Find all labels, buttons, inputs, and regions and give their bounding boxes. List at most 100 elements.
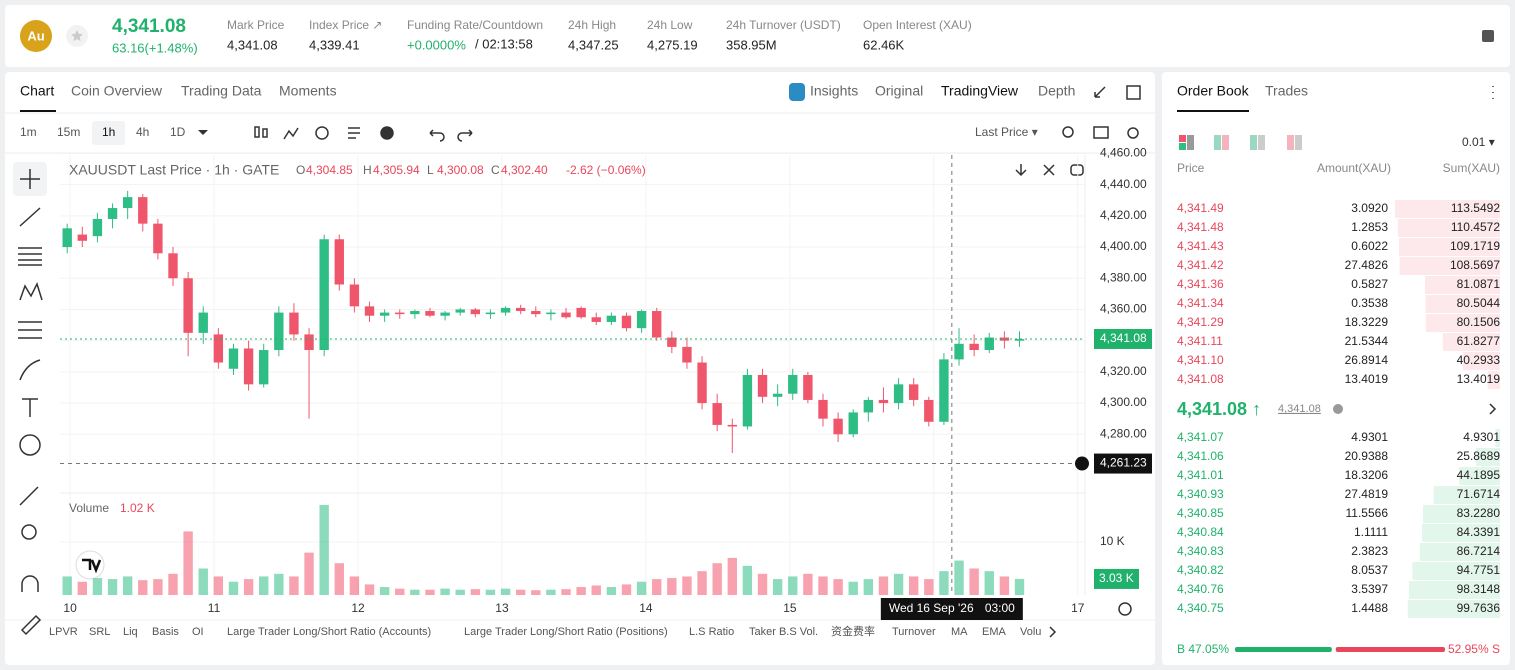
order-amount: 3.5397: [1351, 582, 1388, 596]
indicator-button[interactable]: 资金费率: [831, 624, 875, 638]
indicator-button[interactable]: OI: [192, 626, 204, 638]
candle-body: [349, 284, 360, 307]
brush-tool[interactable]: [19, 359, 41, 381]
order-price: 4,341.01: [1177, 468, 1224, 482]
chart-tab[interactable]: Trading Data: [181, 83, 262, 99]
stat-label: Index Price ↗: [309, 18, 382, 32]
crosshair-tool[interactable]: [20, 169, 40, 189]
orderbook-tab[interactable]: Trades: [1265, 83, 1308, 99]
y-tick-label: 4,400.00: [1100, 239, 1147, 253]
view-tab[interactable]: Depth: [1038, 83, 1075, 99]
prediction-tool[interactable]: [18, 321, 42, 339]
indicator-button[interactable]: Volu: [1020, 626, 1041, 638]
view-tab[interactable]: Insights: [810, 83, 858, 99]
price-source-select[interactable]: Last Price ▾: [975, 125, 1038, 139]
chart-tab[interactable]: Coin Overview: [71, 83, 163, 99]
layout-icon[interactable]: [1258, 135, 1265, 150]
window-icon[interactable]: [1126, 85, 1141, 100]
candle-body: [576, 307, 586, 318]
undo-icon[interactable]: [429, 129, 445, 142]
interval-button[interactable]: 1m: [20, 125, 37, 139]
interval-button[interactable]: 1D: [170, 125, 186, 139]
indicator-button[interactable]: Large Trader Long/Short Ratio (Positions…: [464, 626, 668, 638]
candle-type-icon[interactable]: [254, 126, 260, 138]
precision-select[interactable]: 0.01 ▾: [1462, 135, 1495, 149]
chevron-icon[interactable]: [1489, 403, 1497, 415]
order-amount: 1.1111: [1354, 525, 1388, 539]
swap-icon[interactable]: [1070, 164, 1084, 176]
pattern-tool[interactable]: [19, 282, 43, 301]
layout-icon[interactable]: [1287, 135, 1294, 150]
layout-icon[interactable]: [1250, 135, 1257, 150]
collapse-icon[interactable]: [1015, 164, 1027, 177]
emoji-tool[interactable]: [19, 434, 41, 456]
crosshair-add-button[interactable]: [1075, 456, 1089, 471]
order-amount: 0.6022: [1351, 239, 1388, 253]
order-price: 4,340.85: [1177, 506, 1224, 520]
layout-icon[interactable]: [1179, 135, 1186, 142]
ohlc-change: -2.62 (−0.06%): [566, 163, 646, 177]
indicator-button[interactable]: Large Trader Long/Short Ratio (Accounts): [227, 626, 431, 638]
order-sum: 86.7214: [1457, 544, 1501, 558]
ohlc-value: 4,302.40: [501, 163, 548, 177]
magnet-tool[interactable]: [21, 575, 39, 592]
volume-bar: [274, 573, 284, 595]
trendline-tool[interactable]: [19, 207, 41, 227]
close-pane-icon[interactable]: [1043, 164, 1055, 176]
stat-value: 4,341.08: [227, 37, 278, 52]
scroll-icon[interactable]: [1049, 626, 1057, 638]
layout-icon[interactable]: [1295, 135, 1302, 150]
volume-bar: [1014, 578, 1025, 595]
template-icon[interactable]: [348, 127, 360, 139]
add-icon[interactable]: [380, 126, 394, 140]
camera-icon[interactable]: [1093, 126, 1109, 139]
view-tab[interactable]: Original: [875, 83, 923, 99]
axis-settings-icon[interactable]: [1118, 602, 1132, 616]
lock-tool[interactable]: [20, 614, 42, 636]
layout-icon[interactable]: [1222, 135, 1229, 150]
chart-tab[interactable]: Chart: [20, 83, 54, 99]
notes-icon[interactable]: [1482, 30, 1494, 42]
chart-tab[interactable]: Moments: [279, 83, 337, 99]
orderbook-tab[interactable]: Order Book: [1177, 83, 1250, 99]
indicator-button[interactable]: MA: [951, 626, 968, 638]
text-tool[interactable]: [22, 398, 38, 417]
indicator-button[interactable]: Liq: [123, 626, 138, 638]
layout-icon[interactable]: [1214, 135, 1221, 150]
interval-button[interactable]: 1h: [102, 125, 115, 139]
indicator-button[interactable]: EMA: [982, 626, 1007, 638]
interval-button[interactable]: 4h: [136, 125, 149, 139]
indicator-button[interactable]: Turnover: [892, 626, 936, 638]
indicator-button[interactable]: L.S Ratio: [689, 626, 734, 638]
search-icon[interactable]: [1062, 126, 1074, 138]
settings-icon[interactable]: [1127, 127, 1139, 139]
order-sum: 99.7636: [1457, 601, 1501, 615]
fib-tool[interactable]: [18, 247, 42, 266]
volume-bar: [727, 557, 737, 595]
order-price: 4,341.43: [1177, 239, 1224, 253]
zoom-tool[interactable]: [21, 524, 37, 540]
order-sum: 80.5044: [1457, 296, 1501, 310]
redo-icon[interactable]: [457, 129, 473, 142]
layout-icon[interactable]: [1187, 135, 1194, 150]
candle-type-icon[interactable]: [262, 128, 268, 138]
interval-button[interactable]: 15m: [57, 125, 80, 139]
y-tick-label: 4,460.00: [1100, 146, 1147, 160]
volume-bar: [395, 588, 405, 595]
indicator-button[interactable]: SRL: [89, 626, 110, 638]
candle-body: [92, 218, 103, 237]
candle-body: [379, 312, 390, 316]
indicator-icon[interactable]: [283, 127, 299, 140]
dropdown-icon[interactable]: [198, 130, 208, 135]
candle-body: [652, 311, 662, 338]
view-tab[interactable]: TradingView: [941, 83, 1019, 99]
candle-body: [198, 312, 208, 333]
indicator-button[interactable]: Basis: [152, 626, 179, 638]
indicator-button[interactable]: Taker B.S Vol.: [749, 626, 818, 638]
measure-tool[interactable]: [19, 486, 39, 506]
expand-icon[interactable]: [1094, 86, 1106, 98]
order-amount: 20.9388: [1345, 449, 1389, 463]
layout-icon[interactable]: [1179, 143, 1186, 150]
replay-icon[interactable]: [315, 126, 329, 140]
indicator-button[interactable]: LPVR: [49, 626, 78, 638]
